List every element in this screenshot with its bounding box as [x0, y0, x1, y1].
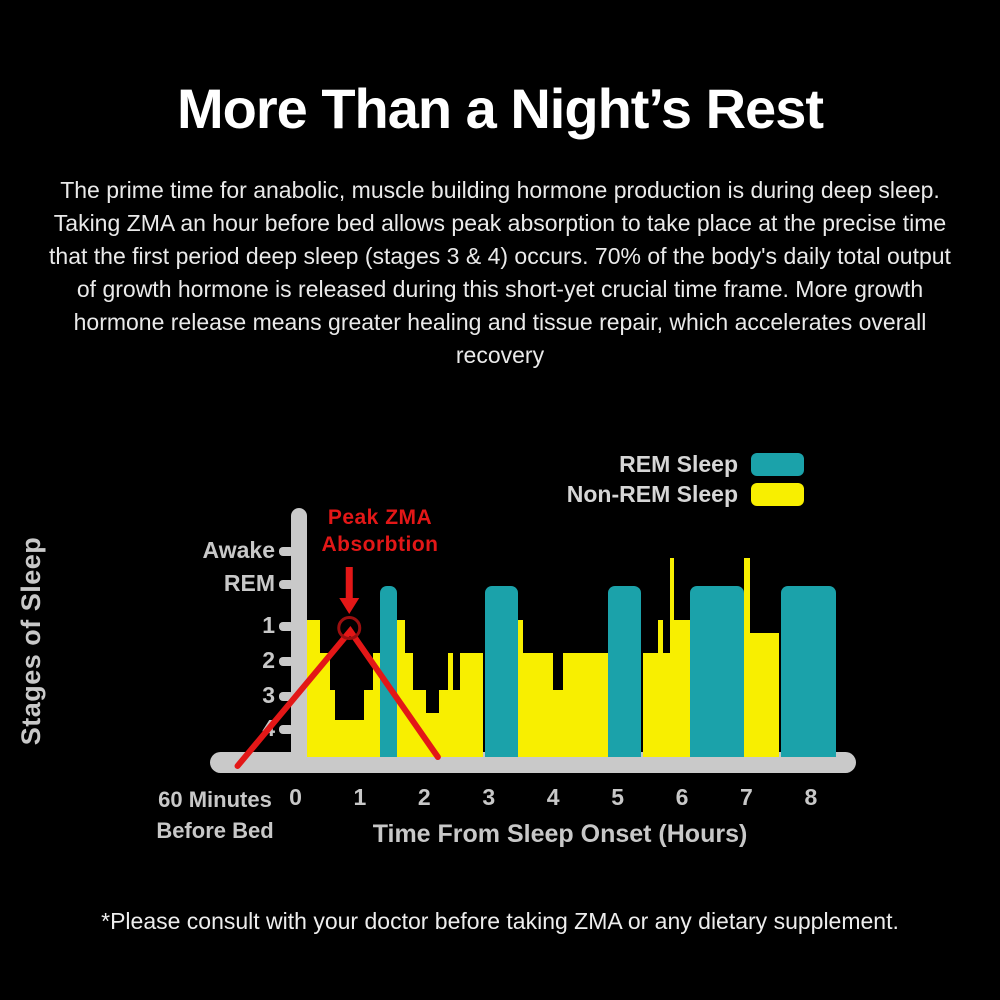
- y-tick-mark: [279, 725, 294, 734]
- x-tick-label: 1: [353, 784, 367, 810]
- non-rem-sleep-block: [396, 620, 405, 757]
- non-rem-sleep-block: [657, 620, 663, 757]
- non-rem-sleep-block: [405, 653, 414, 757]
- y-tick-label: Awake: [202, 537, 275, 563]
- y-axis-title: Stages of Sleep: [16, 536, 46, 746]
- x-tick-label: 3: [482, 784, 496, 810]
- legend-label-nonrem: Non-REM Sleep: [566, 481, 738, 507]
- non-rem-sleep-block: [522, 653, 554, 757]
- x-prefix-line1: 60 Minutes: [158, 787, 272, 812]
- intro-paragraph: The prime time for anabolic, muscle buil…: [49, 177, 951, 368]
- rem-sleep-bar: [607, 586, 642, 757]
- non-rem-sleep-block: [749, 633, 779, 757]
- x-tick-label: 6: [675, 784, 689, 810]
- y-tick-label: 1: [262, 612, 275, 638]
- legend-item-rem: REM Sleep: [619, 451, 804, 478]
- non-rem-sleep-block: [335, 720, 364, 757]
- x-tick-label: 7: [740, 784, 753, 810]
- y-tick-mark: [279, 692, 294, 701]
- y-tick-mark: [279, 657, 294, 666]
- y-tick-label: REM: [223, 570, 275, 596]
- rem-sleep-bar: [484, 586, 518, 757]
- non-rem-sleep-block: [553, 690, 563, 757]
- y-tick-mark: [279, 580, 294, 589]
- x-prefix-line2: Before Bed: [156, 818, 274, 843]
- x-axis-title: Time From Sleep Onset (Hours): [372, 820, 748, 848]
- non-rem-sleep-block: [438, 690, 448, 757]
- legend-swatch-nonrem: [751, 483, 804, 506]
- y-tick-label: 3: [262, 682, 275, 708]
- legend-item-nonrem: Non-REM Sleep: [567, 481, 804, 508]
- x-axis-prefix-label: 60 Minutes Before Bed: [150, 784, 280, 846]
- x-tick-label: 5: [611, 784, 624, 810]
- x-tick-label: 8: [804, 784, 818, 810]
- rem-sleep-bar: [379, 586, 397, 757]
- non-rem-sleep-block: [669, 558, 675, 757]
- non-rem-sleep-block: [307, 620, 320, 757]
- non-rem-sleep-block: [363, 690, 374, 757]
- non-rem-sleep-block: [662, 653, 670, 757]
- non-rem-sleep-block: [562, 653, 608, 757]
- non-rem-sleep-block: [674, 620, 691, 757]
- non-rem-sleep-block: [459, 653, 483, 757]
- rem-sleep-bar: [780, 586, 836, 757]
- non-rem-sleep-block: [642, 653, 658, 757]
- x-tick-label: 2: [417, 784, 431, 810]
- annotation-peak-zma-line1: Peak ZMA: [327, 506, 433, 529]
- legend-swatch-rem: [751, 453, 804, 476]
- non-rem-sleep-block: [447, 653, 453, 757]
- down-arrow-head-icon: [339, 598, 360, 614]
- y-tick-label: 2: [262, 647, 275, 673]
- non-rem-sleep-block: [743, 558, 750, 757]
- rem-sleep-bar: [690, 586, 744, 757]
- disclaimer-text: *Please consult with your doctor before …: [101, 908, 899, 934]
- non-rem-sleep-block: [452, 690, 460, 757]
- non-rem-sleep-block: [425, 713, 439, 757]
- y-tick-label: 4: [262, 715, 275, 741]
- legend-label-rem: REM Sleep: [619, 451, 738, 477]
- non-rem-sleep-block: [319, 653, 331, 757]
- non-rem-sleep-block: [517, 620, 523, 757]
- y-tick-mark: [279, 547, 294, 556]
- y-tick-mark: [279, 622, 294, 631]
- non-rem-sleep-block: [413, 690, 426, 757]
- annotation-peak-zma-line2: Absorbtion: [321, 533, 439, 556]
- peak-marker-circle: [337, 616, 362, 640]
- x-tick-label: 0: [289, 784, 302, 810]
- x-tick-label: 4: [546, 784, 560, 810]
- page-title: More Than a Night’s Rest: [176, 77, 824, 140]
- non-rem-sleep-block: [373, 653, 380, 757]
